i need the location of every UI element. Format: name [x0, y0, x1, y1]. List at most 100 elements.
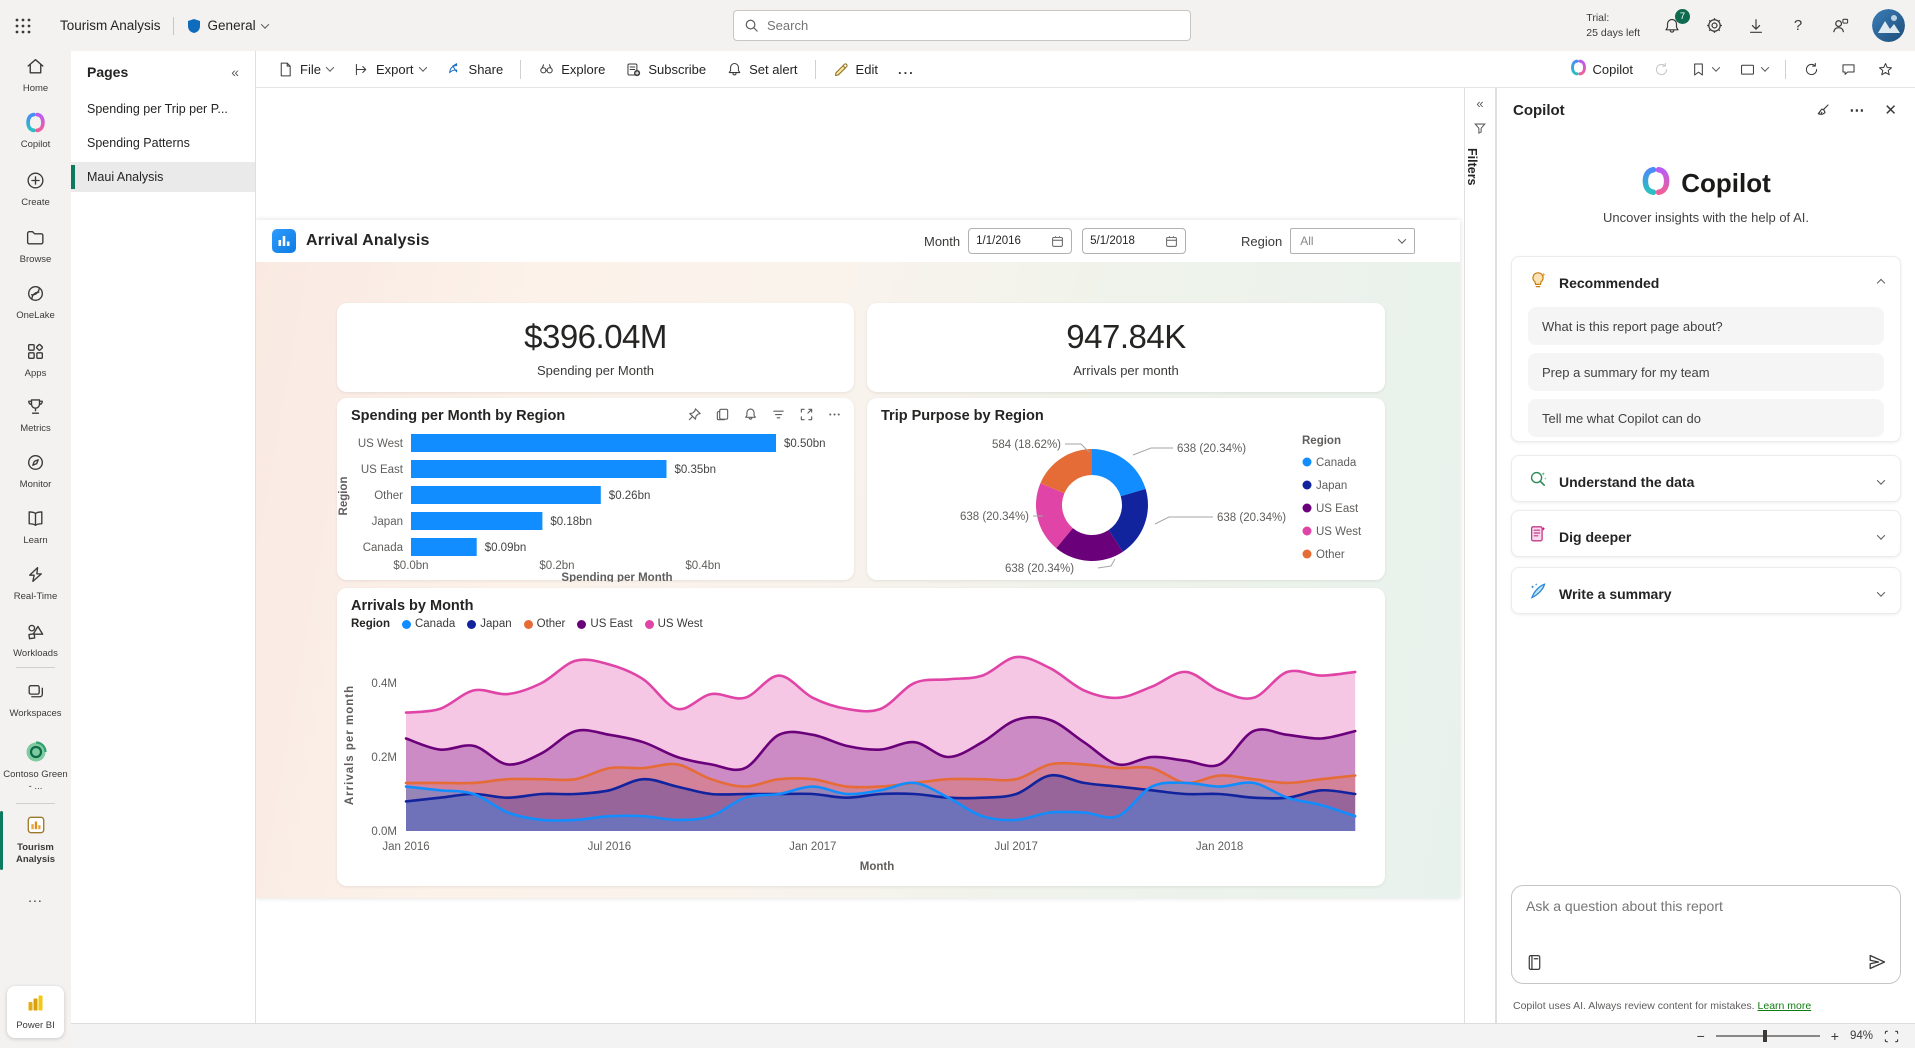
power-bi-switcher[interactable]: Power BI: [7, 986, 64, 1038]
explore-button[interactable]: Explore: [529, 56, 614, 83]
sidebar-item-realtime[interactable]: Real-Time: [0, 564, 71, 603]
donut-slice-japan[interactable]: [1108, 488, 1148, 552]
page-item-spending-patterns[interactable]: Spending Patterns: [87, 136, 190, 150]
sidebar-item-workloads[interactable]: Workloads: [0, 621, 71, 660]
settings-gear-button[interactable]: [1704, 16, 1724, 36]
filter-icon[interactable]: [1473, 121, 1487, 135]
toolbar-more-button[interactable]: ...: [897, 61, 915, 77]
sensitivity-label-dropdown[interactable]: General: [186, 18, 269, 34]
rail-more-button[interactable]: ...: [28, 889, 43, 905]
date-start-input[interactable]: [968, 228, 1073, 254]
donut-chart-card[interactable]: Trip Purpose by Region 638 (20.34%) 638 (…: [867, 398, 1385, 580]
area-line-canada[interactable]: [404, 781, 1357, 822]
copilot-question-input[interactable]: [1526, 898, 1886, 914]
donut-slice-us-east[interactable]: [1056, 528, 1123, 562]
focus-mode-icon[interactable]: [799, 407, 814, 422]
export-menu-button[interactable]: Export: [344, 56, 435, 83]
understand-data-card[interactable]: Understand the data: [1511, 455, 1901, 502]
bar[interactable]: [411, 512, 543, 530]
region-dropdown[interactable]: All: [1290, 228, 1416, 254]
area-chart-card[interactable]: Arrivals by Month Region Canada Japan Other…: [337, 588, 1385, 886]
comments-button[interactable]: [1831, 56, 1866, 83]
legend-item[interactable]: US West: [644, 618, 703, 630]
legend-item[interactable]: Canada: [401, 618, 455, 630]
subscribe-button[interactable]: Subscribe: [616, 56, 715, 83]
area-line-us-east[interactable]: [404, 715, 1357, 772]
area-line-japan[interactable]: [404, 773, 1357, 803]
view-button[interactable]: [1730, 56, 1777, 83]
copilot-toolbar-button[interactable]: Copilot: [1561, 54, 1642, 84]
legend-item[interactable]: US West: [1316, 526, 1362, 538]
clear-chat-broom-icon[interactable]: [1814, 102, 1831, 119]
suggestion-chip[interactable]: Prep a summary for my team: [1528, 353, 1884, 391]
legend-item[interactable]: Canada: [1316, 457, 1357, 469]
set-alert-button[interactable]: Set alert: [717, 56, 806, 83]
collapse-pages-icon[interactable]: «: [231, 64, 239, 80]
file-menu-button[interactable]: File: [268, 56, 342, 83]
kpi-card-spending[interactable]: $396.04M Spending per Month: [337, 303, 854, 392]
sidebar-item-create[interactable]: Create: [0, 170, 71, 209]
prompt-guide-book-icon[interactable]: [1525, 953, 1544, 972]
feedback-people-button[interactable]: [1830, 16, 1850, 36]
sidebar-item-browse[interactable]: Browse: [0, 227, 71, 266]
refresh-button[interactable]: [1794, 56, 1829, 83]
legend-item[interactable]: Japan: [1316, 480, 1347, 492]
app-launcher-icon[interactable]: [0, 16, 46, 36]
legend-item[interactable]: Other: [1316, 549, 1345, 561]
area-line-us-west[interactable]: [404, 655, 1357, 714]
alert-bell-icon[interactable]: [743, 407, 758, 422]
bookmarks-button[interactable]: [1681, 56, 1728, 83]
sidebar-item-apps[interactable]: Apps: [0, 341, 71, 380]
close-icon[interactable]: ✕: [1884, 102, 1897, 119]
page-item-maui-analysis[interactable]: Maui Analysis: [71, 162, 255, 192]
send-icon[interactable]: [1867, 952, 1887, 972]
download-button[interactable]: [1746, 16, 1766, 36]
bar[interactable]: [411, 460, 667, 478]
donut-slice-other[interactable]: [1040, 449, 1092, 494]
kpi-card-arrivals[interactable]: 947.84K Arrivals per month: [867, 303, 1385, 392]
bar[interactable]: [411, 486, 601, 504]
zoom-slider[interactable]: [1715, 1030, 1820, 1042]
recommended-card-header[interactable]: Recommended: [1512, 257, 1900, 308]
reset-view-button[interactable]: [1644, 56, 1679, 83]
notifications-button[interactable]: 7: [1662, 8, 1690, 36]
more-options-icon[interactable]: [827, 407, 842, 422]
copy-visual-icon[interactable]: [715, 407, 730, 422]
sidebar-item-metrics[interactable]: Metrics: [0, 396, 71, 435]
sidebar-item-workspaces[interactable]: Workspaces: [0, 681, 71, 720]
filter-icon[interactable]: [771, 407, 786, 422]
more-options-icon[interactable]: ⋯: [1849, 102, 1867, 119]
zoom-slider-handle[interactable]: [1762, 1030, 1767, 1042]
edit-button[interactable]: Edit: [824, 56, 887, 83]
copilot-input-box[interactable]: [1511, 885, 1901, 984]
sidebar-item-monitor[interactable]: Monitor: [0, 452, 71, 491]
page-item-spending-per-trip[interactable]: Spending per Trip per P...: [87, 102, 228, 116]
share-button[interactable]: Share: [437, 56, 513, 83]
sidebar-item-tourism-analysis[interactable]: Tourism Analysis: [0, 811, 71, 870]
sidebar-item-copilot[interactable]: Copilot: [0, 112, 71, 151]
learn-more-link[interactable]: Learn more: [1757, 1000, 1812, 1012]
help-button[interactable]: ?: [1793, 17, 1803, 34]
bar[interactable]: [411, 538, 477, 556]
donut-slice-us-west[interactable]: [1035, 483, 1073, 549]
zoom-in-button[interactable]: +: [1830, 1028, 1839, 1044]
legend-item[interactable]: Other: [523, 618, 565, 630]
area-line-other[interactable]: [404, 761, 1357, 789]
date-end-input[interactable]: [1082, 228, 1187, 254]
sidebar-item-contoso-green[interactable]: Contoso Green - ...: [0, 741, 71, 794]
sidebar-item-learn[interactable]: Learn: [0, 508, 71, 547]
dig-deeper-card[interactable]: Dig deeper: [1511, 510, 1901, 557]
favorite-star-button[interactable]: [1868, 56, 1903, 83]
filters-pane-label[interactable]: Filters: [1465, 148, 1479, 186]
expand-filters-icon[interactable]: «: [1476, 96, 1484, 111]
sidebar-item-home[interactable]: Home: [0, 56, 71, 95]
suggestion-chip[interactable]: Tell me what Copilot can do: [1528, 399, 1884, 437]
bar[interactable]: [411, 434, 776, 452]
legend-item[interactable]: Japan: [467, 618, 512, 630]
search-input[interactable]: [767, 18, 1180, 33]
sidebar-item-onelake[interactable]: OneLake: [0, 283, 71, 322]
global-search[interactable]: [733, 10, 1191, 41]
bar-chart-card[interactable]: Spending per Month by Region US West $0.5…: [337, 398, 854, 582]
zoom-out-button[interactable]: −: [1696, 1028, 1705, 1044]
write-summary-card[interactable]: Write a summary: [1511, 567, 1901, 614]
